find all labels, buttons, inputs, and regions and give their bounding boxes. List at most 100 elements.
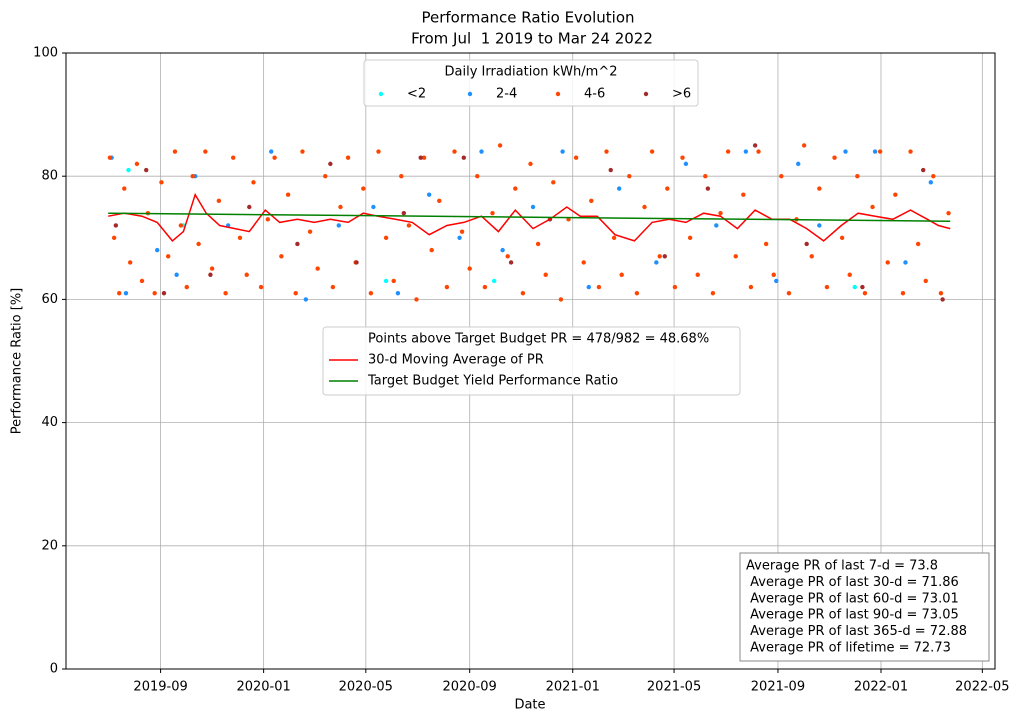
data-point	[596, 284, 602, 290]
data-point	[247, 204, 252, 210]
data-point	[809, 254, 814, 259]
data-point	[123, 291, 129, 296]
data-point	[611, 235, 617, 240]
data-point	[748, 284, 754, 290]
legend-box	[322, 326, 741, 396]
legend-label: 2-4	[496, 87, 517, 102]
data-point	[336, 223, 341, 228]
data-point	[223, 291, 228, 296]
legend-label: 4-6	[584, 87, 605, 102]
data-point	[184, 284, 189, 290]
data-point	[893, 192, 898, 197]
data-point	[687, 235, 693, 240]
data-point	[505, 254, 510, 259]
data-point	[208, 272, 213, 277]
data-point	[406, 223, 412, 228]
data-point	[216, 198, 222, 204]
data-point	[586, 284, 591, 290]
data-point	[616, 186, 622, 191]
data-point	[414, 297, 419, 302]
data-point	[421, 155, 427, 160]
data-point	[847, 272, 852, 277]
data-point	[315, 266, 320, 271]
legend-marker	[643, 91, 649, 97]
data-point	[872, 149, 878, 154]
data-point	[144, 167, 149, 173]
y-tick-label: 40	[41, 415, 58, 430]
data-point	[903, 260, 908, 265]
data-point	[843, 149, 848, 154]
y-tick-label: 60	[41, 292, 58, 307]
data-point	[152, 291, 157, 296]
data-point	[391, 278, 396, 284]
data-point	[654, 260, 659, 265]
y-tick-label: 80	[41, 169, 58, 184]
x-tick-label: 2021-09	[751, 680, 805, 695]
data-point	[113, 223, 119, 228]
data-point	[839, 235, 845, 240]
stats-line: Average PR of last 90-d = 73.05	[746, 608, 959, 623]
data-point	[634, 291, 640, 296]
data-point	[508, 260, 514, 265]
data-point	[779, 174, 784, 179]
data-point	[801, 143, 807, 148]
data-point	[680, 155, 685, 160]
line-series	[108, 212, 951, 222]
data-point	[796, 161, 801, 167]
data-point	[530, 204, 536, 210]
data-point	[371, 204, 376, 210]
data-point	[376, 149, 381, 154]
y-tick-label: 100	[33, 46, 58, 61]
data-point	[672, 284, 678, 290]
legend-label: >6	[672, 87, 691, 102]
data-point	[642, 204, 647, 210]
data-point	[203, 149, 208, 154]
data-point	[265, 217, 271, 222]
data-point	[345, 155, 351, 160]
data-point	[817, 223, 822, 228]
data-point	[395, 291, 401, 296]
data-point	[774, 278, 779, 284]
data-point	[543, 272, 548, 277]
legend-label: 30-d Moving Average of PR	[368, 353, 544, 368]
data-point	[743, 149, 749, 154]
data-point	[338, 204, 343, 210]
data-point	[705, 186, 711, 191]
data-point	[940, 297, 945, 302]
data-point	[862, 291, 868, 296]
data-point	[461, 155, 466, 160]
x-tick-label: 2020-01	[236, 680, 290, 695]
data-point	[452, 149, 457, 154]
line-series	[108, 192, 951, 242]
data-point	[877, 149, 883, 154]
x-tick-label: 2020-05	[339, 680, 393, 695]
data-point	[159, 180, 164, 185]
stats-line: Average PR of last 365-d = 72.88	[746, 624, 967, 639]
data-point	[300, 149, 305, 154]
data-point	[161, 291, 167, 296]
data-point	[457, 235, 462, 240]
data-point	[900, 291, 906, 296]
data-point	[111, 235, 117, 240]
data-point	[756, 149, 761, 154]
data-point	[330, 284, 336, 290]
stats-frame	[739, 552, 990, 662]
data-point	[923, 278, 928, 284]
x-tick-label: 2020-09	[443, 680, 497, 695]
data-point	[165, 254, 171, 259]
data-point	[513, 186, 518, 191]
data-point	[852, 284, 858, 290]
chart-subtitle: From Jul 1 2019 to Mar 24 2022	[411, 30, 653, 48]
data-point	[244, 272, 249, 277]
data-point	[560, 149, 565, 154]
data-point	[491, 278, 497, 284]
data-point	[558, 297, 564, 302]
data-point	[107, 155, 113, 160]
data-point	[295, 241, 300, 247]
data-point	[279, 254, 284, 259]
data-point	[174, 272, 179, 277]
y-axis-label: Performance Ratio [%]	[10, 288, 25, 435]
data-point	[490, 210, 495, 216]
data-point	[804, 241, 809, 247]
